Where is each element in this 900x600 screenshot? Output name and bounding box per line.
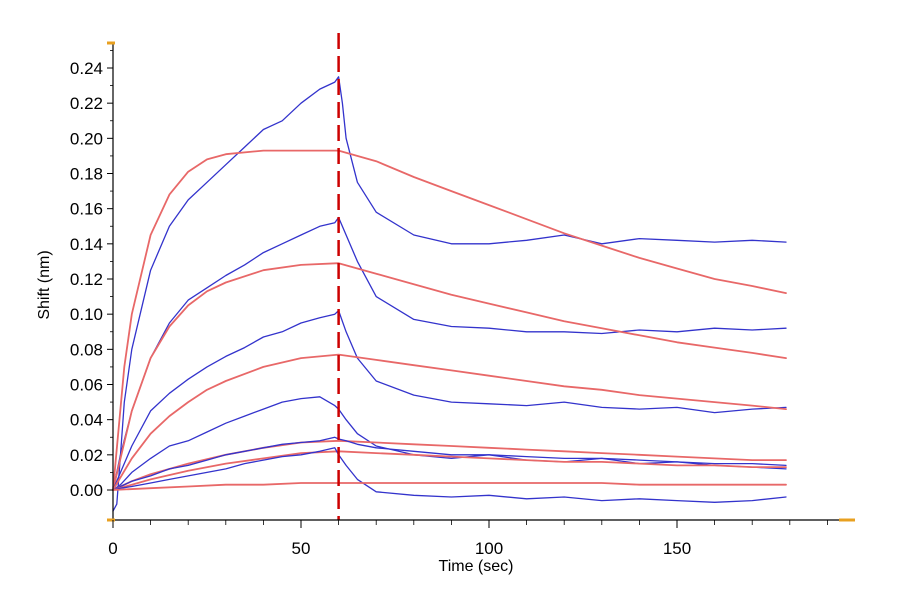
x-axis-title: Time (sec) — [439, 558, 514, 575]
y-tick-label: 0.12 — [70, 270, 103, 289]
y-tick-label: 0.02 — [70, 446, 103, 465]
fit-curve-5 — [112, 353, 787, 491]
y-tick-label: 0.24 — [70, 59, 103, 78]
x-tick-label: 0 — [108, 539, 117, 558]
y-tick-label: 0.06 — [70, 376, 103, 395]
x-tick-label: 100 — [475, 539, 503, 558]
series-layer — [112, 76, 787, 512]
fit-curve-11 — [112, 482, 787, 491]
x-tick-label: 150 — [663, 539, 691, 558]
y-tick-label: 0.20 — [70, 129, 103, 148]
y-tick-label: 0.14 — [70, 235, 103, 254]
y-tick-label: 0.08 — [70, 340, 103, 359]
measured-curve-6 — [112, 396, 787, 491]
y-tick-label: 0.16 — [70, 200, 103, 219]
measured-curve-0 — [112, 76, 787, 512]
measured-curve-2 — [112, 216, 787, 491]
x-tick-label: 50 — [292, 539, 311, 558]
y-tick-label: 0.22 — [70, 94, 103, 113]
y-tick-label: 0.00 — [70, 481, 103, 500]
y-tick-label: 0.04 — [70, 411, 103, 430]
fit-curve-7 — [112, 439, 787, 491]
fit-curve-3 — [112, 262, 787, 491]
y-axis-title: Shift (nm) — [36, 250, 53, 319]
y-tick-label: 0.18 — [70, 165, 103, 184]
fit-curve-1 — [112, 149, 787, 491]
y-tick-label: 0.10 — [70, 305, 103, 324]
axes-layer: 0.00 0.02 0.04 0.06 0.08 0.10 0.12 0.14 0.16 0.18… — [70, 41, 855, 558]
fit-curve-9 — [112, 450, 787, 491]
